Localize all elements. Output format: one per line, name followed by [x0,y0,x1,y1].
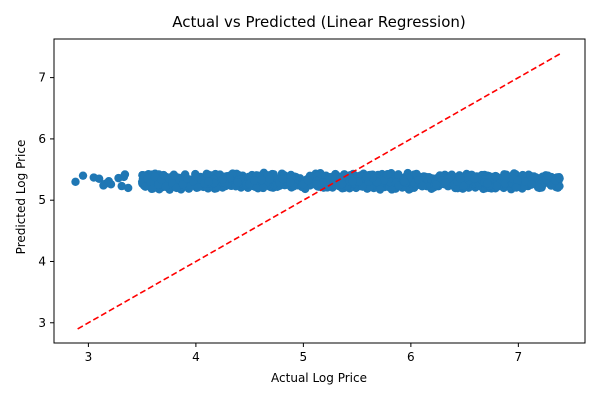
data-point [161,182,170,191]
data-point [250,175,259,185]
data-point [202,169,211,179]
y-axis-label: Predicted Log Price [14,140,28,255]
chart-title: Actual vs Predicted (Linear Regression) [172,13,466,31]
data-point [233,177,243,187]
data-point [418,182,427,191]
y-tick-label: 3 [38,316,46,330]
x-tick-label: 6 [407,350,415,364]
data-point [117,181,126,191]
data-point [399,177,409,186]
data-point [286,177,295,187]
data-point [337,179,347,189]
y-tick-label: 4 [38,254,46,268]
data-point [258,183,268,193]
data-point [150,172,160,182]
data-point [470,174,479,183]
data-point [362,172,371,182]
data-point [375,185,385,194]
data-point [555,174,564,183]
data-point [120,170,130,179]
data-point [348,177,357,186]
data-point [172,183,181,193]
data-point [512,183,521,192]
data-point [71,177,80,187]
data-point [529,172,539,181]
data-point [312,180,321,189]
data-point [527,180,536,189]
data-points [71,168,564,194]
data-point [501,171,510,180]
data-point [412,169,421,179]
y-tick-label: 7 [38,71,46,85]
data-point [123,183,133,193]
data-point [513,176,522,186]
data-point [456,174,465,183]
data-point [338,172,348,181]
data-point [482,179,492,188]
plot-frame [53,38,586,344]
data-point [328,172,337,182]
x-tick-label: 5 [300,350,308,364]
reference-line [77,52,562,330]
data-point [183,174,192,183]
y-tick-label: 5 [38,193,46,207]
data-point [543,171,553,180]
reference-line-layer [77,52,562,330]
data-point [462,172,472,182]
data-point [387,185,397,194]
data-point [218,175,228,184]
data-point [278,174,287,184]
data-point [458,181,468,191]
data-point [520,177,530,186]
data-point [193,183,203,192]
y-tick-label: 6 [38,132,46,146]
y-axis-ticks: 3 4 5 6 7 [38,71,54,330]
x-tick-label: 3 [85,350,93,364]
data-point [265,174,275,184]
data-point [394,170,403,179]
data-point [257,175,266,185]
data-point [303,175,313,185]
data-point [94,174,104,183]
data-point [431,180,441,189]
x-tick-label: 7 [515,350,523,364]
x-axis-ticks: 3 4 5 6 7 [85,343,523,364]
data-point [204,177,213,187]
data-point [170,171,179,180]
data-point [535,183,544,193]
x-tick-label: 4 [192,350,200,364]
data-point [492,181,501,191]
data-point [106,180,116,189]
x-axis-label: Actual Log Price [271,371,367,385]
data-point [491,171,500,181]
data-point [440,178,450,187]
data-point [78,171,88,180]
data-point [382,170,392,179]
